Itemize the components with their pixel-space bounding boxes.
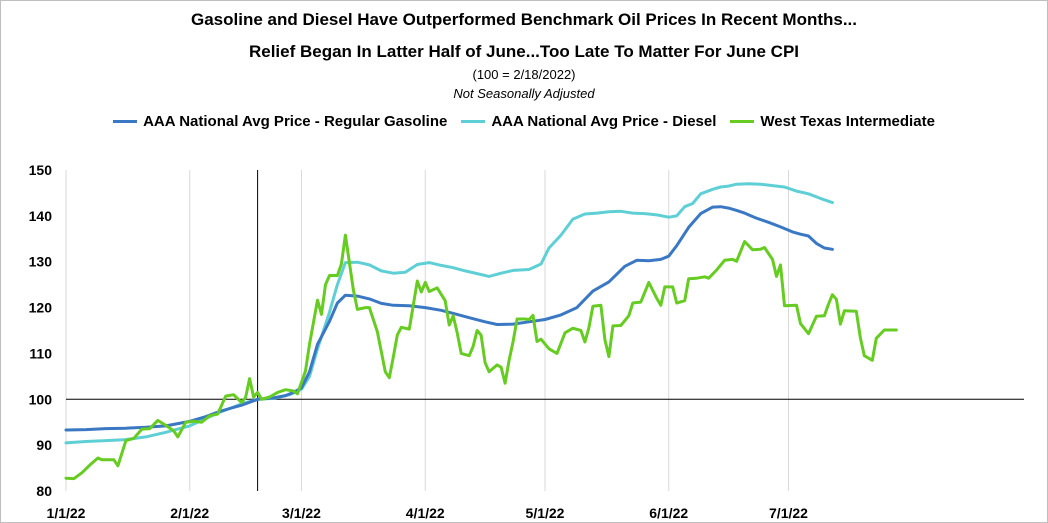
chart-title: Gasoline and Diesel Have Outperformed Be… [190, 10, 858, 29]
y-tick-label: 80 [36, 483, 52, 499]
y-tick-label: 130 [29, 254, 53, 270]
x-tick-label: 2/1/22 [170, 505, 209, 521]
legend-item-diesel: AAA National Avg Price - Diesel [461, 113, 716, 130]
legend-item-gasoline: AAA National Avg Price - Regular Gasolin… [113, 113, 447, 130]
y-tick-label: 100 [29, 391, 53, 407]
chart-legend: AAA National Avg Price - Regular Gasolin… [0, 113, 1048, 130]
x-tick-label: 3/1/22 [282, 505, 321, 521]
legend-label-wti: West Texas Intermediate [760, 113, 935, 130]
y-tick-label: 110 [29, 345, 52, 361]
y-tick-label: 150 [29, 162, 53, 178]
gasoline-series-line [64, 205, 834, 432]
y-tick-label: 90 [36, 437, 52, 453]
legend-item-wti: West Texas Intermediate [730, 113, 935, 130]
x-tick-label: 4/1/22 [406, 505, 445, 521]
x-tick-label: 6/1/22 [649, 505, 688, 521]
y-tick-label: 140 [29, 208, 53, 224]
x-tick-label: 7/1/22 [769, 505, 808, 521]
legend-swatch-diesel [461, 120, 486, 123]
wti-series-line [64, 233, 898, 481]
legend-label-diesel: AAA National Avg Price - Diesel [491, 113, 717, 130]
legend-label-gasoline: AAA National Avg Price - Regular Gasolin… [143, 113, 448, 130]
legend-swatch-gasoline [113, 120, 138, 123]
chart-subtitle: Relief Began In Latter Half of June...To… [248, 42, 800, 61]
x-tick-label: 5/1/22 [526, 505, 565, 521]
seasonal-adjustment-note: Not Seasonally Adjusted [453, 86, 595, 101]
legend-swatch-wti [730, 120, 755, 123]
index-base-note: (100 = 2/18/2022) [472, 67, 576, 82]
y-tick-label: 120 [29, 300, 53, 316]
x-tick-label: 1/1/22 [47, 505, 86, 521]
